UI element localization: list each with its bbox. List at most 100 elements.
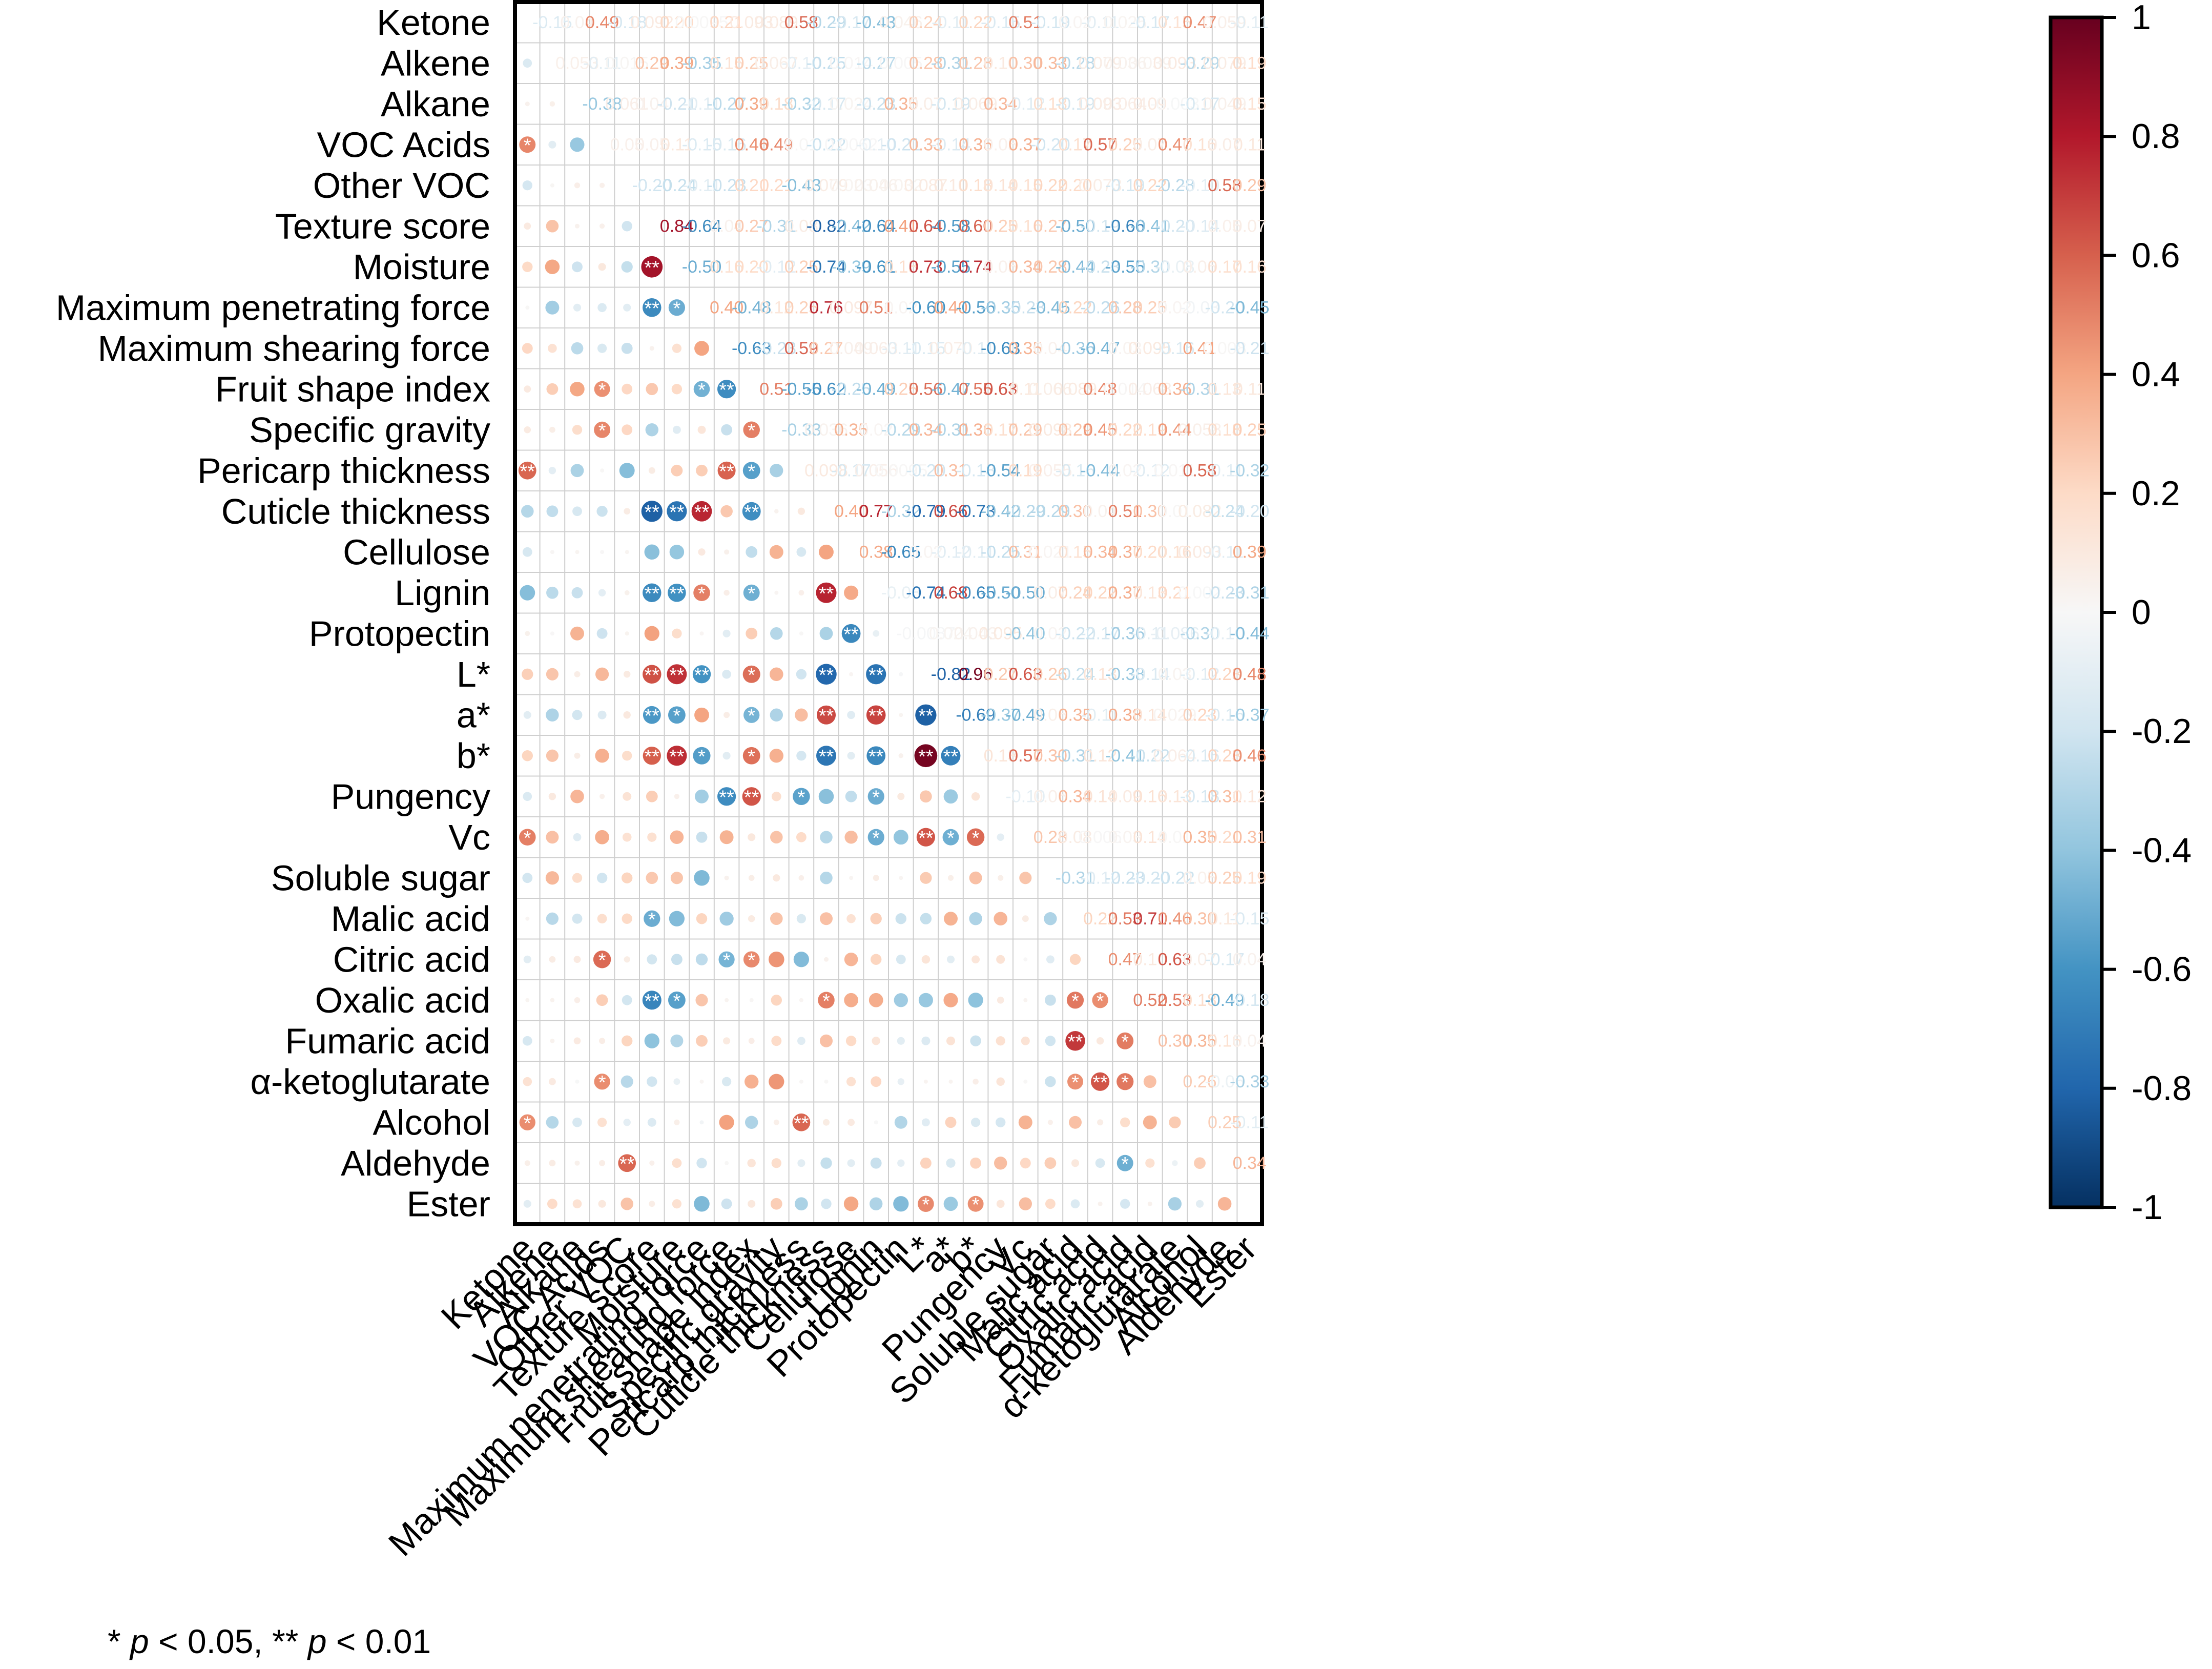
- coef-label-alkane-pericarp-thickness: -0.32: [781, 94, 821, 114]
- corr-circle-aldehyde-oxalic-acid: [1117, 1155, 1133, 1171]
- significance-mark-citric-acid-maximum-shearing-force: *: [723, 950, 731, 971]
- coef-label-fruit-shape-index-soluble-sugar: 0.066: [1028, 379, 1072, 399]
- corr-circle-ester-cuticle-thickness: [821, 1199, 832, 1209]
- corr-circle-protopectin-voc-acids: [596, 628, 608, 639]
- corr-circle-voc-acids-alkane: [570, 137, 585, 152]
- coef-label-moisture-fruit-shape-index: 0.20: [735, 257, 769, 277]
- corr-circle-astar-maximum-shearing-force: [723, 712, 730, 718]
- corr-circle-lignin-pericarp-thickness: [798, 590, 804, 596]
- corr-circle-vc-lignin: [867, 829, 884, 846]
- coef-label-fruit-shape-index-bstar: 0.55: [959, 379, 993, 399]
- row-label-protopectin: Protopectin: [309, 613, 490, 653]
- coef-label-pericarp-thickness-citric-acid: -0.44: [1080, 461, 1120, 480]
- coef-label-moisture-ester: 0.16: [1233, 257, 1267, 277]
- coef-label-ketone-other-voc: -0.18: [607, 13, 647, 32]
- coef-label-ketone-protopectin: 0.046: [879, 13, 923, 32]
- corr-circle-maximum-penetrating-force-other-voc: [623, 303, 631, 312]
- coef-label-ketone-specific-gravity: 0.089: [755, 13, 798, 32]
- coef-label-alkene-moisture: 0.39: [660, 53, 694, 73]
- colorbar-tick-label: 0.6: [2132, 236, 2180, 275]
- colorbar-tick-label: 0.4: [2132, 355, 2180, 394]
- corr-circle-alpha-ketoglutarate-lstar: [923, 1079, 928, 1084]
- corr-circle-fruit-shape-index-other-voc: [622, 383, 633, 395]
- coef-label-cuticle-thickness-pungency: -0.42: [981, 502, 1021, 521]
- coef-label-lignin-oxalic-acid: 0.37: [1108, 583, 1142, 603]
- coef-label-moisture-maximum-shearing-force: 0.16: [710, 257, 743, 277]
- row-label-pericarp-thickness: Pericarp thickness: [197, 450, 490, 490]
- significance-mark-astar-cuticle-thickness: **: [819, 705, 834, 727]
- coef-label-texture-score-bstar: 0.60: [959, 216, 993, 236]
- significance-mark-oxalic-acid-malic-acid: *: [1071, 991, 1079, 1012]
- colorbar-tick-label: -1: [2132, 1188, 2162, 1227]
- coef-label-pericarp-thickness-cellulose: -0.17: [831, 461, 871, 480]
- corr-circle-oxalic-acid-moisture: [668, 991, 686, 1009]
- coef-label-voc-acids-alpha-ketoglutarate: 0.47: [1158, 135, 1192, 154]
- coef-label-lstar-alcohol: -0.12: [1180, 665, 1220, 684]
- coef-label-maximum-penetrating-force-vc: -0.23: [1006, 298, 1046, 317]
- row-label-bstar: b*: [457, 736, 490, 776]
- corr-circle-aldehyde-lstar: [920, 1157, 932, 1169]
- corr-circle-citric-acid-maximum-shearing-force: [718, 951, 735, 967]
- corr-circle-cuticle-thickness-alkene: [546, 505, 559, 518]
- corr-circle-pericarp-thickness-specific-gravity: [770, 464, 783, 478]
- corr-circle-cuticle-thickness-texture-score: [641, 501, 663, 522]
- corr-circle-alcohol-specific-gravity: [773, 1119, 779, 1125]
- coef-label-lstar-astar: -0.82: [931, 665, 971, 684]
- corr-circle-malic-acid-voc-acids: [597, 914, 607, 924]
- corr-circle-citric-acid-pungency: [996, 955, 1005, 964]
- row-label-oxalic-acid: Oxalic acid: [315, 980, 490, 1020]
- corr-circle-alcohol-lignin: [874, 1120, 878, 1125]
- corr-circle-malic-acid-cuticle-thickness: [820, 912, 833, 925]
- corr-circle-fruit-shape-index-alkene: [546, 383, 559, 395]
- coef-label-alkene-lignin: -0.27: [856, 53, 896, 73]
- coef-label-fruit-shape-index-citric-acid: 0.48: [1083, 379, 1117, 399]
- significance-mark-bstar-lstar: **: [918, 746, 934, 768]
- coef-label-specific-gravity-malic-acid: 0.29: [1058, 420, 1092, 440]
- corr-circle-soluble-sugar-texture-score: [646, 872, 658, 884]
- coef-label-fruit-shape-index-protopectin: 0.25: [884, 379, 918, 399]
- coef-label-texture-score-fruit-shape-index: 0.27: [735, 216, 769, 236]
- corr-circle-aldehyde-cuticle-thickness: [820, 1157, 832, 1169]
- coef-label-lstar-citric-acid: 0.13: [1083, 665, 1117, 684]
- coef-label-maximum-penetrating-force-oxalic-acid: 0.28: [1108, 298, 1142, 317]
- significance-mark-alpha-ketoglutarate-malic-acid: *: [1071, 1072, 1079, 1094]
- row-label-maximum-shearing-force: Maximum shearing force: [98, 328, 490, 368]
- coef-label-protopectin-vc: -0.40: [1006, 624, 1046, 643]
- corr-circle-malic-acid-bstar: [969, 912, 982, 925]
- coef-label-fruit-shape-index-pungency: 0.63: [984, 379, 1018, 399]
- corr-circle-bstar-protopectin: [898, 753, 904, 758]
- coef-label-texture-score-lignin: -0.64: [856, 216, 896, 236]
- corr-circle-pungency-lignin: [867, 788, 884, 805]
- coef-label-alkene-fruit-shape-index: 0.25: [735, 53, 769, 73]
- coef-label-alkene-protopectin: 0.005: [879, 53, 923, 73]
- corr-circle-alpha-ketoglutarate-moisture: [673, 1078, 680, 1085]
- corr-circle-aldehyde-malic-acid: [1071, 1159, 1080, 1167]
- corr-circle-aldehyde-specific-gravity: [771, 1158, 781, 1168]
- significance-mark-alpha-ketoglutarate-oxalic-acid: *: [1121, 1072, 1129, 1094]
- corr-circle-alpha-ketoglutarate-pericarp-thickness: [799, 1079, 803, 1084]
- coef-label-astar-soluble-sugar: 0.06: [1033, 705, 1067, 725]
- corr-circle-ester-specific-gravity: [770, 1198, 782, 1210]
- corr-circle-aldehyde-bstar: [970, 1157, 982, 1169]
- corr-circle-citric-acid-vc: [1023, 957, 1028, 962]
- coef-label-ketone-alpha-ketoglutarate: 0.15: [1158, 13, 1192, 32]
- significance-mark-oxalic-acid-citric-acid: *: [1097, 991, 1104, 1012]
- corr-circle-aldehyde-fumaric-acid: [1145, 1158, 1155, 1168]
- coef-label-alkane-astar: -0.19: [931, 94, 971, 114]
- corr-circle-alcohol-astar: [945, 1117, 957, 1128]
- corr-circle-fumaric-acid-malic-acid: [1065, 1031, 1085, 1051]
- corr-circle-alcohol-cuticle-thickness: [822, 1119, 830, 1126]
- corr-circle-cellulose-alkane: [575, 550, 580, 554]
- coef-label-ketone-citric-acid: -0.11: [1081, 13, 1120, 32]
- corr-circle-lstar-specific-gravity: [770, 667, 783, 682]
- corr-circle-lstar-alkane: [574, 671, 581, 677]
- corr-circle-soluble-sugar-ketone: [522, 873, 533, 883]
- coef-label-ketone-cuticle-thickness: -0.29: [807, 13, 846, 32]
- significance-mark-lignin-moisture: **: [669, 583, 685, 605]
- corr-circle-lstar-other-voc: [623, 671, 631, 678]
- coef-label-moisture-fumaric-acid: -0.30: [1130, 257, 1170, 277]
- coef-label-soluble-sugar-aldehyde: 0.25: [1208, 868, 1242, 888]
- corr-circle-lstar-lignin: [866, 664, 886, 685]
- corr-circle-maximum-shearing-force-texture-score: [649, 346, 654, 351]
- coef-label-pungency-alcohol: -0.18: [1180, 787, 1220, 806]
